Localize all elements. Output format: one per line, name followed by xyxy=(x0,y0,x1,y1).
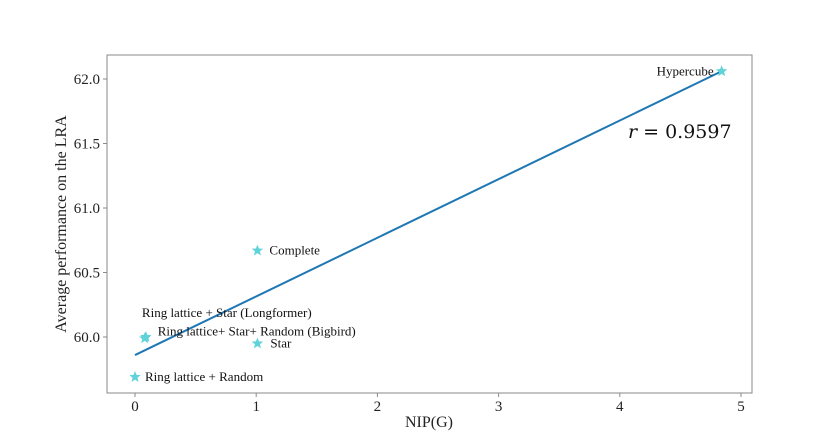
x-tick-label: 1 xyxy=(252,399,260,415)
y-axis-label: Average performance on the LRA xyxy=(53,115,70,333)
star-marker-icon xyxy=(715,65,728,77)
point-label: Complete xyxy=(269,243,320,258)
x-tick-label: 0 xyxy=(131,399,139,415)
data-point: Ring lattice + Random xyxy=(129,369,263,384)
x-axis: 0 1 2 3 4 5 xyxy=(131,393,745,415)
plot-frame xyxy=(106,54,753,394)
star-marker-icon xyxy=(129,370,141,382)
point-label: Hypercube xyxy=(657,63,714,78)
regression-line xyxy=(134,70,723,356)
y-tick-label: 62.0 xyxy=(74,72,100,88)
y-tick-label: 60.0 xyxy=(74,330,100,346)
star-marker-icon xyxy=(251,244,264,256)
star-marker-icon xyxy=(251,337,264,349)
point-label: Ring lattice + Star (Longformer) xyxy=(142,305,312,320)
data-points: Hypercube Complete Star Ring lattice + Star… xyxy=(129,63,728,384)
y-axis: 60.0 60.5 61.0 61.5 62.0 xyxy=(74,72,107,346)
x-tick-label: 4 xyxy=(616,399,624,415)
x-tick-label: 2 xyxy=(374,399,382,415)
point-label: Star xyxy=(270,335,292,350)
x-tick-label: 5 xyxy=(737,399,745,415)
point-label: Ring lattice + Random xyxy=(145,369,263,384)
x-tick-label: 3 xyxy=(495,399,503,415)
correlation-annotation: r = 0.9597 xyxy=(628,121,732,143)
data-point: Ring lattice+ Star+ Random (Bigbird) xyxy=(138,323,356,344)
data-point: Star xyxy=(251,335,292,350)
point-label: Ring lattice+ Star+ Random (Bigbird) xyxy=(158,323,356,338)
y-tick-label: 61.5 xyxy=(74,137,100,153)
data-point: Hypercube xyxy=(657,63,728,78)
x-axis-label: NIP(G) xyxy=(405,414,453,431)
star-marker-icon xyxy=(138,332,151,344)
y-tick-label: 61.0 xyxy=(74,201,100,217)
y-tick-label: 60.5 xyxy=(74,266,100,282)
data-point: Complete xyxy=(251,243,320,258)
